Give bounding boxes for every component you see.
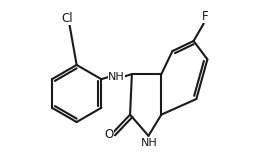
Text: F: F [202, 10, 209, 23]
Text: NH: NH [108, 72, 125, 82]
Text: NH: NH [141, 138, 158, 148]
Text: Cl: Cl [62, 12, 73, 25]
Text: O: O [104, 128, 114, 141]
